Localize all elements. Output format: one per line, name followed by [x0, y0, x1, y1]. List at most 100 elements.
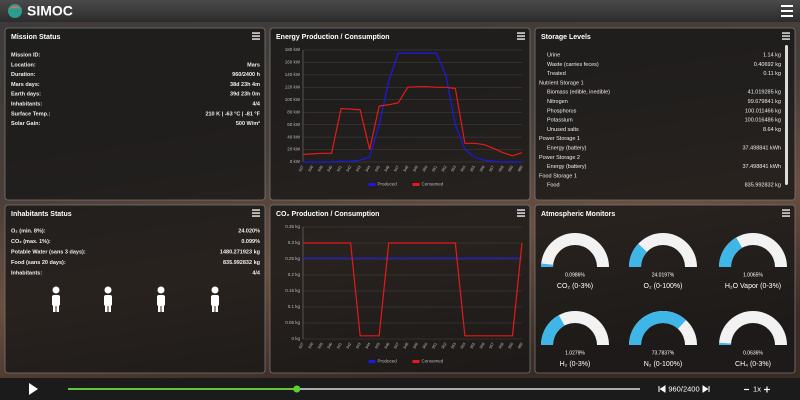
panel [4, 27, 266, 201]
field-value: 835.992832 kg [223, 260, 260, 266]
gauge-fill [541, 315, 565, 345]
x-tick-label: 956 [479, 342, 486, 349]
icon-leg [161, 304, 164, 312]
panel-title: CO₂ Production / Consumption [276, 211, 379, 218]
menu-line [782, 209, 790, 211]
menu-line [517, 35, 525, 37]
gauge-track [719, 311, 787, 345]
scrollbar[interactable] [785, 45, 788, 185]
inhabitant-icon [104, 286, 112, 312]
x-tick-label: 955 [469, 342, 476, 349]
icon-body [104, 295, 112, 306]
panel-menu[interactable] [517, 32, 525, 40]
panel-title: Inhabitants Status [11, 211, 72, 218]
x-tick-label: 943 [355, 165, 362, 172]
field-label: CO₂ (max. 1%): [11, 239, 51, 245]
x-tick-label: 941 [336, 342, 343, 349]
menu-line [517, 215, 525, 217]
y-tick-label: 0.25 kg [285, 256, 300, 261]
gauge-label: CH₄ (0-3%) [735, 361, 771, 368]
y-tick-label: 0.35 kg [285, 224, 300, 229]
panel-menu[interactable] [782, 32, 790, 40]
x-tick-label: 954 [460, 165, 467, 172]
field-label: O₂ (min. 8%): [11, 228, 46, 234]
icon-leg [158, 304, 161, 312]
gauge-value: 1.0065% [743, 272, 763, 278]
x-tick-label: 958 [498, 165, 505, 172]
legend-swatch [368, 183, 376, 186]
icon-head [52, 286, 60, 294]
x-tick-label: 940 [327, 342, 334, 349]
y-tick-label: 80 kW [287, 109, 301, 114]
menu-line [252, 212, 260, 214]
storage-label: Energy (battery) [547, 164, 587, 170]
step-forward[interactable] [702, 385, 710, 393]
series-line [302, 86, 523, 157]
x-tick-label: 945 [374, 342, 381, 349]
x-tick-label: 944 [365, 165, 372, 172]
x-tick-label: 937 [298, 342, 305, 349]
storage-label: Urine [547, 52, 560, 58]
y-tick-label: 40 kW [287, 134, 301, 139]
icon-head [211, 286, 219, 294]
logo-icon-part [9, 6, 21, 9]
panel-menu[interactable] [252, 209, 260, 217]
series-line [303, 242, 523, 337]
panel-title: Mission Status [11, 34, 61, 41]
field-label: Potable Water (sans 3 days): [11, 249, 86, 255]
x-tick-label: 946 [384, 342, 391, 349]
menu-line [517, 32, 525, 34]
y-tick-label: 20 kW [287, 147, 301, 152]
menu-line [252, 32, 260, 34]
y-tick-label: 140 kW [285, 72, 301, 77]
series-line [303, 52, 522, 163]
storage-label: Phosphorus [547, 108, 577, 114]
speed-label: 1x [753, 384, 761, 393]
field-value: Mars [247, 62, 260, 68]
storage-value: 37.498841 kWh [742, 145, 781, 151]
gauge-label: CO₂ (0-3%) [557, 283, 593, 290]
storage-value: 41.019285 kg [748, 90, 781, 96]
x-tick-label: 960 [517, 165, 524, 172]
y-tick-label: 180 kW [285, 47, 301, 52]
storage-value: 0.11 kg [763, 71, 781, 77]
slider-knob[interactable] [293, 385, 301, 393]
x-tick-label: 958 [498, 342, 505, 349]
storage-heading: Power Storage 1 [539, 136, 580, 142]
play-button[interactable] [29, 383, 38, 395]
storage-value: 0.40692 kg [754, 62, 781, 68]
x-tick-label: 957 [489, 342, 496, 349]
panel-menu[interactable] [782, 209, 790, 217]
step-back[interactable] [658, 385, 666, 393]
speed-up[interactable] [764, 386, 770, 393]
menu-line [252, 38, 260, 40]
x-tick-label: 956 [479, 165, 486, 172]
main-menu[interactable] [781, 5, 793, 17]
y-tick-label: 100 kW [285, 97, 301, 102]
menu-line [252, 35, 260, 37]
menu-line [252, 209, 260, 211]
gauge-value: 24.0197% [652, 272, 675, 278]
inhabitant-icon [157, 286, 165, 312]
x-tick-label: 939 [317, 165, 324, 172]
field-label: Food (sans 20 days): [11, 260, 66, 266]
panel-menu[interactable] [517, 209, 525, 217]
menu-line [517, 209, 525, 211]
x-tick-label: 939 [317, 342, 324, 349]
logo[interactable]: SIMOC [8, 3, 73, 19]
storage-label: Food [547, 183, 560, 189]
y-tick-label: 0.1 kg [288, 304, 301, 309]
menu-line [781, 15, 793, 17]
x-tick-label: 945 [374, 165, 381, 172]
icon-leg [56, 304, 59, 312]
field-value: 1480.271923 kg [220, 249, 260, 255]
panel-menu[interactable] [252, 32, 260, 40]
legend-label: Produced [378, 182, 398, 187]
storage-label: Treated [547, 71, 566, 77]
x-tick-label: 944 [365, 342, 372, 349]
y-tick-label: 0.2 kg [288, 272, 301, 277]
x-tick-label: 943 [355, 342, 362, 349]
panel [534, 27, 796, 201]
icon-head [104, 286, 112, 294]
x-tick-label: 951 [431, 342, 438, 349]
